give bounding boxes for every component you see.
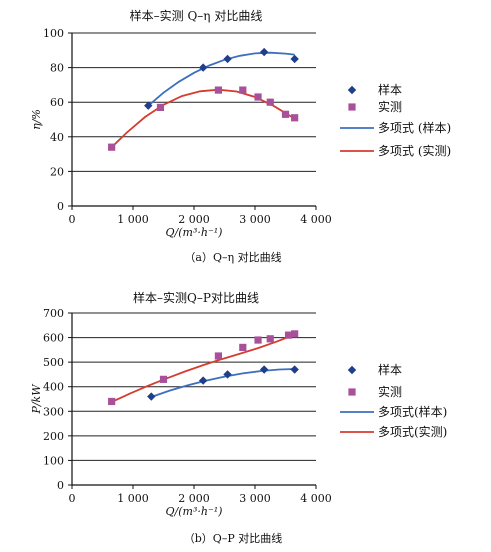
y-tick-label: 20 — [50, 165, 64, 178]
measured-point — [156, 103, 165, 111]
y-tick-label: 200 — [43, 430, 64, 443]
figure-caption: （a）Q–η 对比曲线 — [184, 250, 281, 264]
x-tick-label: 0 — [69, 492, 76, 505]
measured-point — [159, 375, 168, 383]
measured-point — [214, 86, 222, 94]
trend-line-measured — [111, 333, 295, 403]
x-tick-label: 3 000 — [239, 492, 271, 505]
trend-line-sample — [151, 368, 295, 398]
x-tick-label: 0 — [69, 213, 76, 226]
trend-line-measured — [111, 88, 296, 148]
y-tick-label: 500 — [43, 356, 64, 369]
sample-point — [290, 54, 299, 64]
sample-point — [223, 370, 232, 379]
sample-point — [259, 47, 269, 57]
y-tick-label: 40 — [50, 131, 64, 144]
y-tick-label: 80 — [50, 62, 64, 75]
y-tick-label: 100 — [43, 454, 64, 467]
y-tick-label: 400 — [43, 381, 64, 394]
chart-title: 样本–实测Q–P对比曲线 — [133, 290, 259, 305]
figure-caption: （b）Q–P 对比曲线 — [184, 531, 282, 545]
measured-point — [281, 110, 290, 118]
legend-marker-sample-icon — [347, 365, 357, 375]
x-axis-label: Q/(m³·h⁻¹) — [166, 505, 223, 518]
trend-line-sample — [147, 51, 295, 107]
measured-point — [266, 98, 274, 106]
y-tick-label: 0 — [57, 479, 64, 492]
x-tick-label: 2 000 — [178, 492, 210, 505]
measured-point — [239, 86, 247, 94]
x-tick-label: 1 000 — [117, 213, 149, 226]
y-tick-label: 300 — [43, 405, 64, 418]
y-tick-label: 100 — [43, 27, 64, 40]
legend-marker-sample-icon — [347, 85, 357, 95]
y-tick-label: 0 — [57, 200, 64, 213]
sample-point — [290, 365, 299, 374]
y-axis-label: η/% — [30, 109, 43, 130]
measured-point — [108, 143, 116, 151]
measured-point — [108, 397, 116, 406]
legend-label: 多项式(样本) — [378, 404, 447, 419]
y-axis-label: P/kW — [30, 383, 43, 415]
measured-point — [291, 114, 299, 122]
measured-point — [254, 336, 262, 344]
measured-point — [266, 335, 274, 343]
y-tick-label: 600 — [43, 332, 64, 345]
legend-label: 多项式(实测) — [378, 424, 447, 439]
measured-point — [284, 331, 293, 339]
legend-label: 实测 — [378, 384, 402, 399]
legend-label: 样本 — [378, 82, 402, 97]
sample-point — [198, 63, 208, 72]
sample-point — [259, 365, 269, 374]
x-tick-label: 3 000 — [239, 213, 271, 226]
y-tick-label: 60 — [50, 96, 64, 109]
x-tick-label: 4 000 — [300, 213, 332, 226]
legend-label: 样本 — [378, 362, 402, 377]
measured-point — [239, 343, 247, 351]
sample-point — [147, 392, 156, 401]
legend-marker-measured-icon — [348, 103, 356, 111]
chart-title: 样本–实测 Q–η 对比曲线 — [130, 8, 263, 23]
measured-point — [214, 352, 222, 360]
sample-point — [144, 101, 153, 110]
x-tick-label: 2 000 — [178, 213, 210, 226]
y-tick-label: 700 — [43, 307, 64, 320]
legend-marker-measured-icon — [348, 388, 356, 396]
sample-point — [198, 376, 208, 385]
measured-point — [254, 93, 262, 101]
x-axis-label: Q/(m³·h⁻¹) — [166, 226, 223, 239]
legend-label: 实测 — [378, 99, 402, 114]
measured-point — [291, 330, 299, 338]
legend-label: 多项式 (样本) — [378, 120, 451, 135]
x-tick-label: 4 000 — [300, 492, 332, 505]
sample-point — [223, 54, 232, 64]
legend-label: 多项式 (实测) — [378, 143, 451, 158]
x-tick-label: 1 000 — [117, 492, 149, 505]
